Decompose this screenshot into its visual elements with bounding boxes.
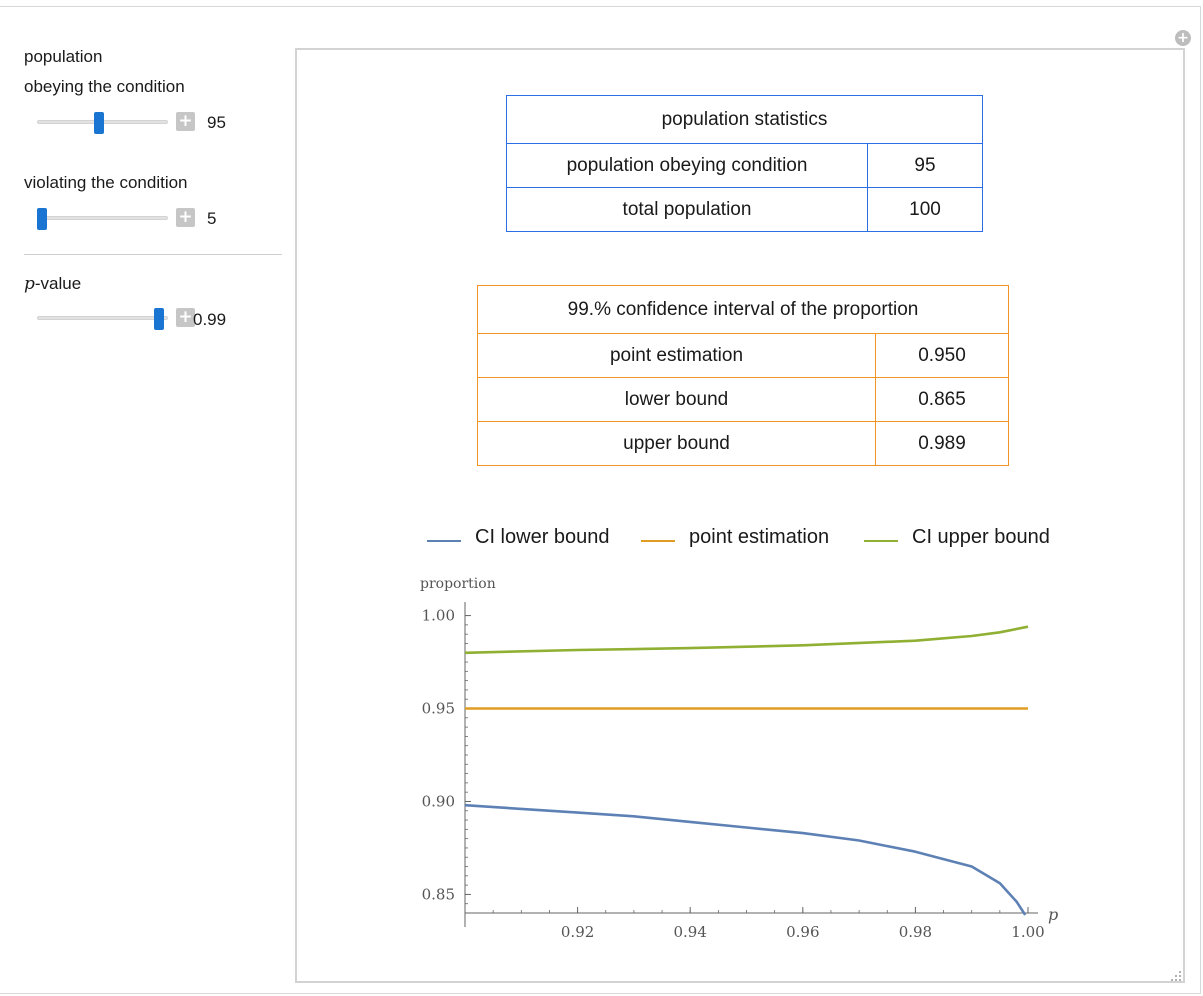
table-cell-value: 100 [867,187,983,232]
x-tick-label: 0.94 [673,923,706,941]
table-row: upper bound 0.989 [477,421,1009,466]
series-line-ci-lower-bound [464,803,1027,916]
y-tick-label: 0.95 [422,700,455,718]
obeying-slider-thumb[interactable] [94,112,104,134]
y-tick-label: 1.00 [422,607,455,625]
obeying-label-line2: obeying the condition [24,77,185,96]
x-tick-label: 0.96 [786,923,819,941]
violating-slider-thumb[interactable] [37,208,47,230]
y-axis-label: proportion [420,576,496,592]
pvalue-plus-button[interactable]: + [176,308,195,327]
ci-table-header: 99.% confidence interval of the proporti… [477,285,1009,334]
obeying-label-line1: population [24,47,103,66]
controls-divider [24,254,282,255]
table-cell-label: total population [506,187,868,232]
series-line-ci-upper-bound [464,625,1029,655]
obeying-slider[interactable] [37,112,168,134]
y-tick-label: 0.90 [422,792,455,810]
violating-plus-button[interactable]: + [176,208,195,227]
add-icon[interactable]: + [1175,30,1191,46]
y-tick-label: 0.85 [422,885,455,903]
violating-label: violating the condition [24,173,188,192]
manipulate-frame [0,6,1201,994]
ci-table: 99.% confidence interval of the proporti… [477,285,1009,466]
table-cell-label: upper bound [477,421,876,466]
table-cell-label: lower bound [477,377,876,422]
legend-label: CI lower bound [475,526,610,548]
pvalue-label-p: p [24,274,35,294]
obeying-value: 95 [207,113,226,132]
legend-swatch [641,540,675,542]
ci-chart: 0.92 0.94 0.96 0.98 1.00 0.85 0.90 0.95 1.00 prop… [420,576,1058,941]
legend-label: CI upper bound [912,526,1050,548]
table-cell-label: point estimation [477,333,876,378]
pvalue-label: p-value [24,274,81,294]
obeying-plus-button[interactable]: + [176,112,195,131]
x-tick-label: 0.98 [899,923,932,941]
pvalue-value: 0.99 [193,310,227,329]
table-row: total population 100 [506,187,983,232]
table-row: population obeying condition 95 [506,143,983,188]
table-cell-value: 0.989 [875,421,1009,466]
x-tick-label: 0.92 [561,923,594,941]
table-row: lower bound 0.865 [477,377,1009,422]
pvalue-label-rest: -value [34,274,82,293]
legend-swatch [864,540,898,542]
pvalue-slider-track[interactable] [37,316,168,320]
resize-grip-icon[interactable] [1170,970,1182,982]
pvalue-slider[interactable] [37,308,168,330]
legend-swatch [427,540,461,542]
legend-label: point estimation [689,526,830,548]
table-row: point estimation 0.950 [477,333,1009,378]
violating-slider-track[interactable] [37,216,168,220]
x-axis-label: p [1048,905,1058,924]
violating-slider[interactable] [37,208,168,230]
population-table-header: population statistics [506,95,983,144]
table-cell-label: population obeying condition [506,143,868,188]
pvalue-slider-thumb[interactable] [154,308,164,330]
table-cell-value: 0.950 [875,333,1009,378]
table-cell-value: 0.865 [875,377,1009,422]
violating-value: 5 [207,209,217,228]
population-table: population statistics population obeying… [506,95,983,232]
x-tick-label: 1.00 [1011,923,1044,941]
table-cell-value: 95 [867,143,983,188]
